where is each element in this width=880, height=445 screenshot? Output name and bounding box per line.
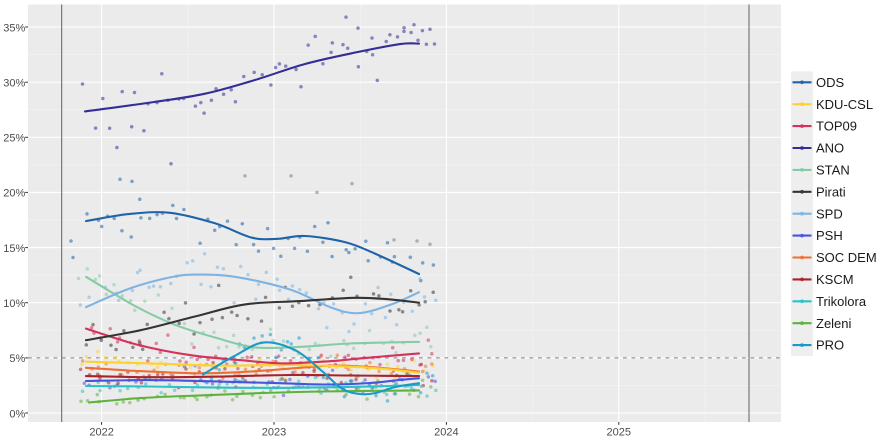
svg-text:10%: 10%	[3, 298, 25, 310]
svg-text:2023: 2023	[262, 427, 286, 439]
svg-text:25%: 25%	[3, 133, 25, 145]
svg-text:TOP09: TOP09	[816, 119, 857, 134]
svg-text:2024: 2024	[434, 427, 458, 439]
svg-text:ODS: ODS	[816, 75, 845, 90]
svg-text:15%: 15%	[3, 243, 25, 255]
svg-text:Trikolora: Trikolora	[816, 294, 867, 309]
svg-text:30%: 30%	[3, 78, 25, 90]
svg-text:KSCM: KSCM	[816, 272, 854, 287]
svg-text:SOC DEM: SOC DEM	[816, 250, 877, 265]
svg-text:5%: 5%	[9, 353, 25, 365]
svg-text:20%: 20%	[3, 188, 25, 200]
svg-text:2025: 2025	[607, 427, 631, 439]
svg-text:2022: 2022	[89, 427, 113, 439]
svg-text:SPD: SPD	[816, 206, 843, 221]
svg-text:PRO: PRO	[816, 338, 844, 353]
svg-text:35%: 35%	[3, 22, 25, 34]
svg-text:STAN: STAN	[816, 163, 850, 178]
svg-text:ANO: ANO	[816, 141, 844, 156]
svg-text:Pirati: Pirati	[816, 184, 846, 199]
svg-text:KDU-CSL: KDU-CSL	[816, 97, 873, 112]
svg-text:0%: 0%	[9, 408, 25, 420]
svg-text:PSH: PSH	[816, 228, 843, 243]
svg-text:Zeleni: Zeleni	[816, 316, 852, 331]
